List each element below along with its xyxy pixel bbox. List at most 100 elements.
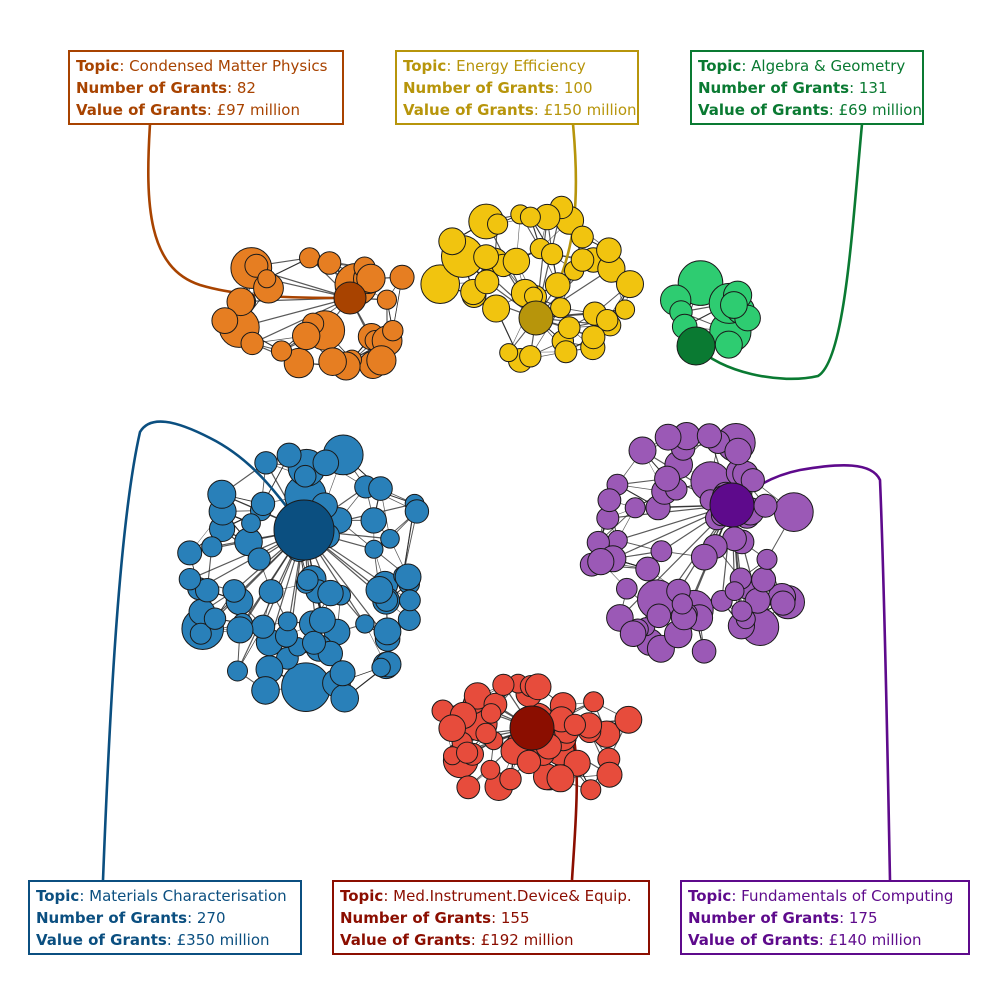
network-node: [654, 423, 682, 451]
topic-field-label: Topic: [698, 57, 742, 75]
network-node: [258, 579, 284, 604]
network-node: [499, 767, 522, 791]
hub-node-ee: [518, 300, 554, 336]
network-node: [330, 683, 360, 713]
cluster-nodes-fc: [579, 422, 814, 664]
network-node: [751, 567, 777, 593]
network-node: [583, 691, 605, 713]
network-node: [756, 548, 778, 570]
value-value: £97 million: [216, 101, 300, 119]
topic-value: Algebra & Geometry: [751, 57, 906, 75]
network-node: [474, 269, 500, 295]
number-field-label: Number of Grants: [36, 909, 188, 927]
label-box-energy-efficiency: Topic: Energy Efficiency Number of Grant…: [395, 50, 639, 125]
hub-node-fc: [709, 482, 755, 528]
network-node: [624, 497, 646, 519]
network-node: [178, 568, 202, 591]
network-node: [226, 287, 256, 317]
network-node: [557, 316, 581, 340]
network-node: [587, 548, 615, 576]
network-node: [302, 630, 326, 655]
network-edge: [251, 297, 351, 344]
network-node: [257, 269, 277, 289]
network-node: [292, 321, 321, 351]
value-field-label: Value of Grants: [76, 101, 207, 119]
leader-line-cmp: [146, 123, 351, 300]
network-node: [293, 464, 317, 488]
network-node: [524, 673, 552, 701]
value-field-label: Value of Grants: [36, 931, 167, 949]
network-node: [329, 660, 356, 687]
network-node: [317, 251, 342, 275]
network-node: [226, 616, 254, 644]
topic-field-label: Topic: [76, 57, 120, 75]
value-field-label: Value of Grants: [688, 931, 819, 949]
value-value: £69 million: [838, 101, 922, 119]
network-node: [251, 676, 280, 705]
network-node: [654, 465, 681, 492]
cluster-nodes-mid: [431, 673, 643, 802]
network-node: [270, 340, 293, 362]
topic-field-label: Topic: [403, 57, 447, 75]
network-node: [544, 272, 571, 298]
network-node: [203, 607, 227, 630]
network-node: [211, 307, 239, 335]
number-value: 175: [848, 909, 878, 927]
network-node: [397, 608, 421, 631]
network-node: [671, 593, 693, 615]
network-node: [724, 581, 745, 601]
network-node: [740, 468, 765, 493]
network-node: [456, 741, 479, 764]
network-node: [628, 436, 657, 465]
topic-value: Med.Instrument.Device& Equip.: [393, 887, 632, 905]
network-node: [482, 294, 511, 323]
cluster-nodes-ee: [420, 195, 644, 373]
topic-value: Energy Efficiency: [456, 57, 586, 75]
cluster-nodes-cmp: [211, 247, 415, 381]
network-node: [355, 614, 375, 634]
number-field-label: Number of Grants: [340, 909, 492, 927]
network-node: [487, 213, 509, 235]
label-box-materials-characterisation: Topic: Materials Characterisation Number…: [28, 880, 302, 955]
cluster-nodes-mc: [177, 434, 430, 713]
network-node: [317, 579, 344, 607]
network-node: [650, 540, 673, 563]
network-node: [376, 289, 397, 310]
number-value: 82: [236, 79, 256, 97]
network-node: [222, 579, 246, 603]
network-node: [380, 529, 400, 549]
topic-value: Fundamentals of Computing: [741, 887, 954, 905]
network-node: [296, 569, 319, 591]
network-node: [570, 248, 595, 272]
label-box-fundamentals-of-computing: Topic: Fundamentals of Computing Number …: [680, 880, 970, 955]
network-node: [773, 492, 814, 532]
network-node: [283, 347, 315, 379]
leader-line-mc: [101, 420, 306, 881]
network-node: [227, 660, 248, 682]
leader-line-ag: [695, 123, 864, 381]
network-node: [177, 540, 203, 566]
network-node: [596, 761, 623, 788]
number-field-label: Number of Grants: [403, 79, 555, 97]
network-node: [714, 330, 743, 359]
network-node: [389, 264, 415, 290]
network-node: [616, 577, 638, 600]
network-node: [596, 237, 622, 263]
network-node: [492, 673, 515, 696]
network-node: [541, 243, 564, 266]
network-node: [691, 639, 717, 664]
network-node: [516, 749, 542, 775]
network-node: [580, 779, 602, 801]
value-field-label: Value of Grants: [698, 101, 829, 119]
network-node: [373, 617, 402, 646]
network-node: [696, 423, 723, 449]
label-box-condensed-matter-physics: Topic: Condensed Matter Physics Number o…: [68, 50, 344, 125]
network-node: [240, 331, 264, 356]
network-node: [241, 513, 261, 533]
topic-field-label: Topic: [688, 887, 732, 905]
network-node: [563, 713, 587, 737]
network-node: [646, 603, 672, 629]
network-node: [399, 589, 421, 612]
number-field-label: Number of Grants: [76, 79, 228, 97]
